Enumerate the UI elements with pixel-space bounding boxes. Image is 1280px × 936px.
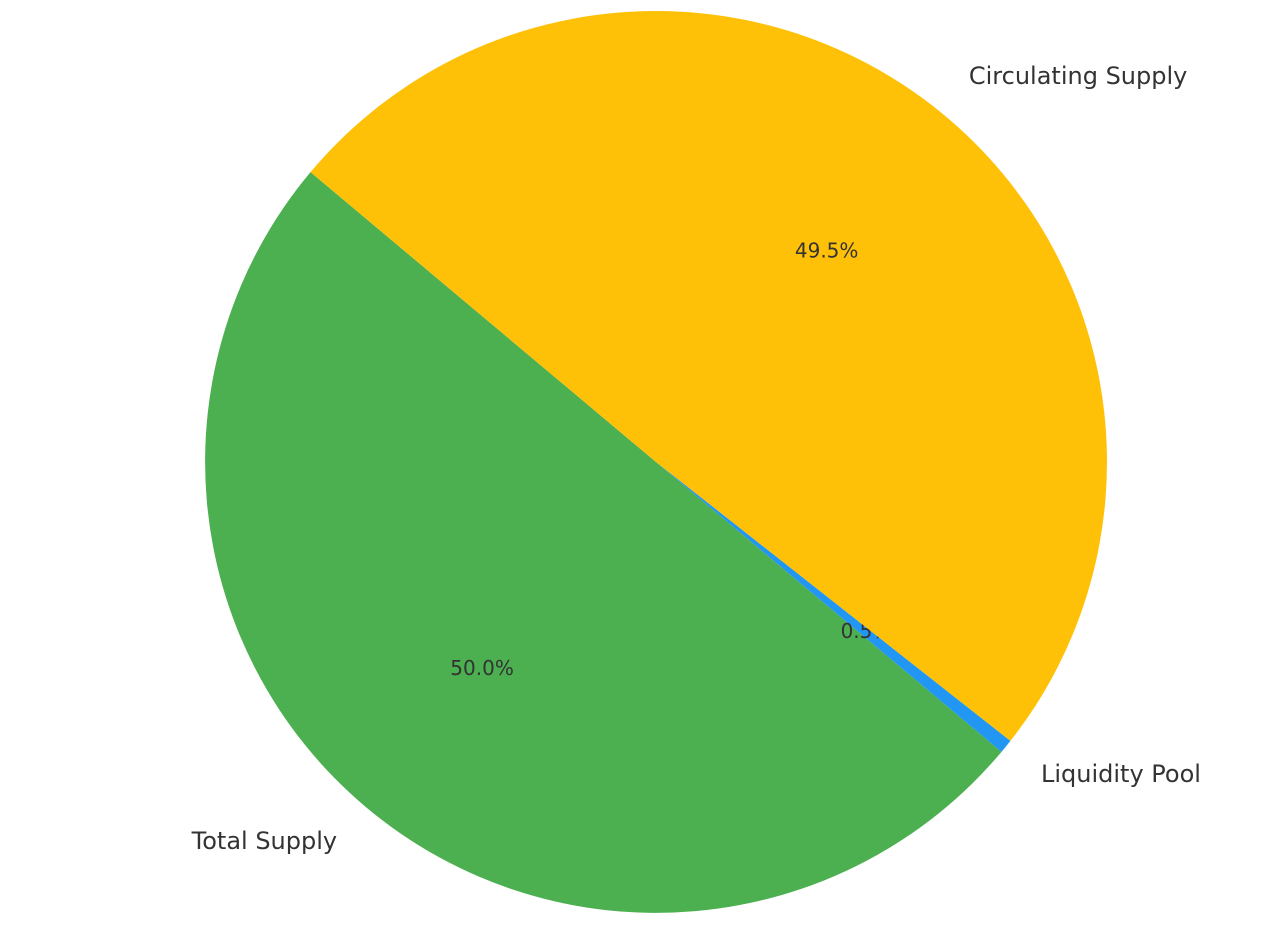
slice-label: Total Supply — [191, 827, 337, 855]
percent-label: 49.5% — [795, 239, 859, 263]
pie-slice — [310, 11, 1107, 741]
slice-label: Liquidity Pool — [1041, 760, 1201, 788]
percent-label: 50.0% — [450, 656, 514, 680]
pie-slice — [205, 172, 1002, 913]
slice-label: Circulating Supply — [969, 62, 1187, 90]
pie-slice — [656, 462, 1011, 752]
